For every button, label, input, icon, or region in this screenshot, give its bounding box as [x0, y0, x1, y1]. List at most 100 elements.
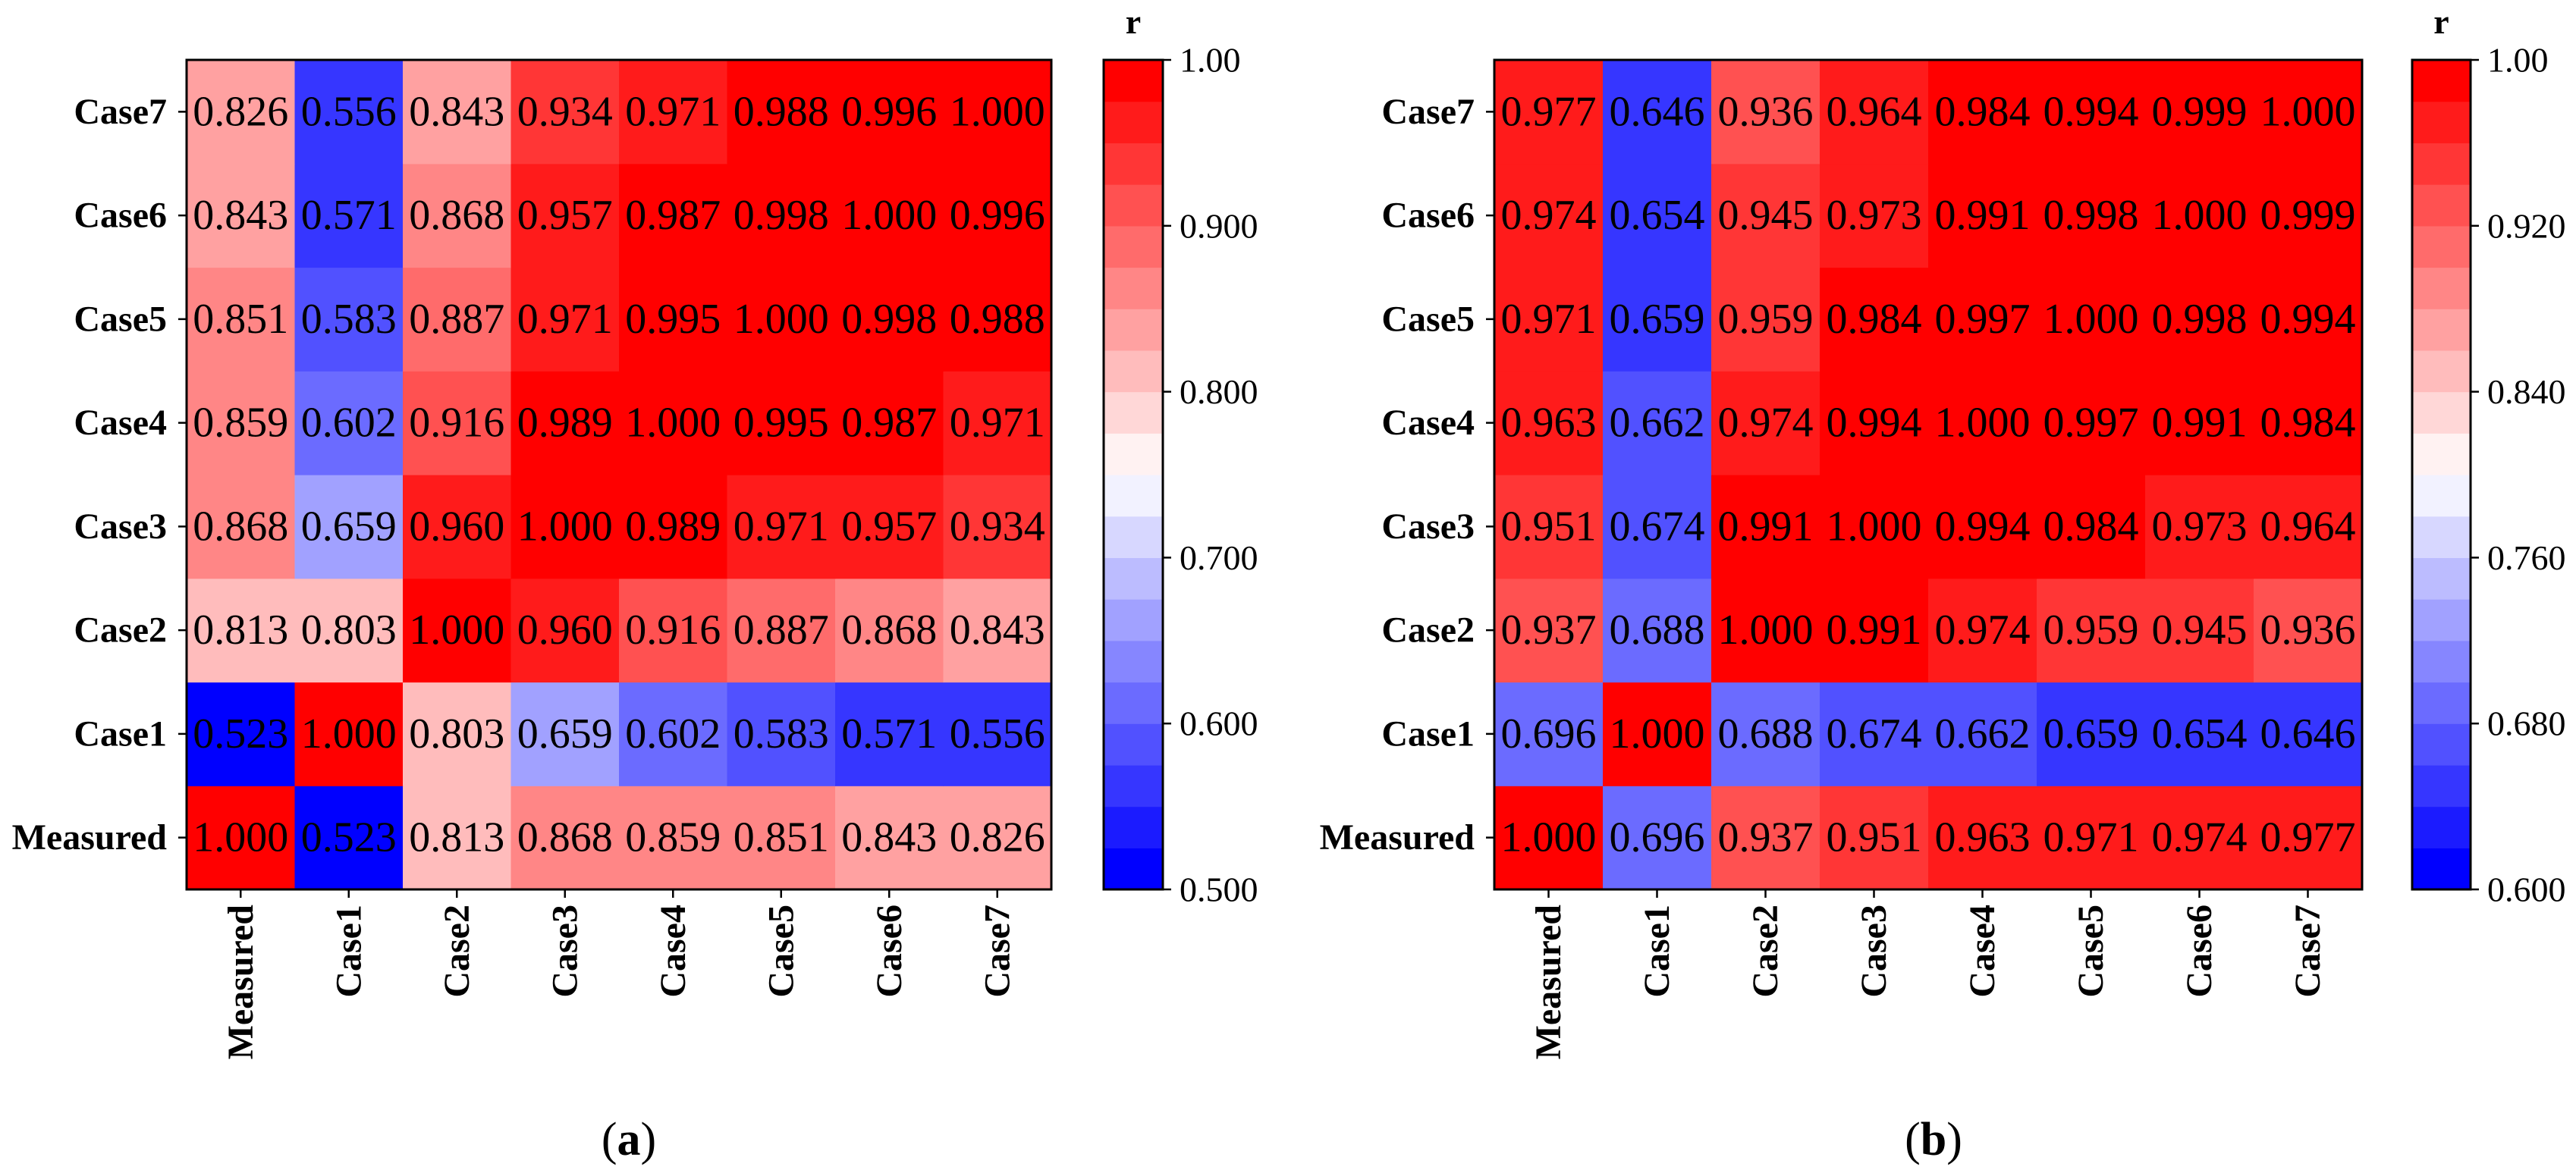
heatmap-cell-value: 0.971	[950, 400, 1045, 447]
x-axis: Measured Case1 Case2 Case3 Case4 Case5 Case6 Ca…	[221, 889, 1017, 1059]
heatmap-cell	[835, 786, 944, 890]
heatmap-cell	[943, 371, 1052, 475]
heatmap-cell	[619, 163, 728, 268]
heatmap-cell-value: 0.936	[1718, 88, 1814, 135]
heatmap-cell	[187, 682, 296, 786]
caption-letter: b	[1921, 1114, 1946, 1165]
caption-paren-close: )	[1946, 1114, 1962, 1165]
heatmap-cell	[1820, 60, 1929, 165]
heatmap-cell	[403, 682, 512, 786]
heatmap-cell	[403, 60, 512, 165]
heatmap-cell	[1820, 371, 1929, 475]
heatmap-cell-value: 0.996	[950, 192, 1045, 239]
colorbar-band	[1104, 143, 1163, 185]
heatmap-cell-value: 0.998	[2152, 296, 2248, 343]
heatmap-cell-value: 0.859	[193, 400, 288, 447]
heatmap-cell-value: 0.997	[1935, 296, 2031, 343]
heatmap-cell	[187, 578, 296, 683]
colorbar-band	[1104, 557, 1163, 600]
heatmap-cell-value: 0.868	[409, 192, 504, 239]
panel-caption: (b)	[1905, 1114, 1962, 1165]
heatmap-cell	[1711, 475, 1820, 579]
heatmap-cell-value: 1.000	[1827, 503, 1922, 550]
heatmap-cell-value: 0.957	[841, 503, 937, 550]
heatmap-cell-value: 0.960	[409, 503, 504, 550]
heatmap-cell	[727, 682, 836, 786]
heatmap-cell-value: 1.000	[1718, 607, 1814, 654]
heatmap-cell	[1928, 60, 2037, 165]
heatmap-cell	[187, 163, 296, 268]
colorbar-band	[1104, 723, 1163, 766]
heatmap-cell-value: 0.995	[734, 400, 829, 447]
heatmap-cell	[403, 578, 512, 683]
heatmap-cell	[294, 371, 404, 475]
heatmap-cell-value: 0.989	[517, 400, 613, 447]
x-tick-label: Case1	[328, 905, 369, 998]
heatmap-cell-value: 0.971	[734, 503, 829, 550]
heatmap-cell	[1820, 786, 1929, 890]
heatmap-cell-value: 0.960	[517, 607, 613, 654]
heatmap-cell-value: 0.998	[734, 192, 829, 239]
heatmap-cell-value: 0.991	[1827, 607, 1922, 654]
heatmap-cell-value: 0.991	[1935, 192, 2031, 239]
heatmap-cell-value: 0.994	[1935, 503, 2031, 550]
heatmap-cell	[510, 371, 620, 475]
colorbar-tick-label: 0.900	[1180, 206, 1258, 245]
heatmap-cell	[835, 578, 944, 683]
heatmap-cell-value: 0.974	[2152, 814, 2248, 861]
heatmap-cell-value: 0.659	[301, 503, 397, 550]
heatmap-cell-value: 0.887	[734, 607, 829, 654]
heatmap-cell	[403, 475, 512, 579]
colorbar-band	[1104, 225, 1163, 268]
colorbar-band	[1104, 309, 1163, 351]
colorbar-band	[1104, 391, 1163, 434]
heatmap-cell-value: 0.659	[1610, 296, 1705, 343]
x-tick-label: Case7	[977, 905, 1017, 998]
y-axis: Measured Case1 Case2 Case3 Case4 Case5 Case6 Ca…	[12, 92, 187, 858]
heatmap-cell	[1928, 267, 2037, 372]
heatmap-cell	[1494, 371, 1604, 475]
heatmap-cell	[727, 578, 836, 683]
heatmap-cell	[294, 475, 404, 579]
heatmap-cell	[619, 371, 728, 475]
colorbar-tick-label: 0.500	[1180, 870, 1258, 909]
colorbar-band	[2412, 475, 2471, 517]
heatmap-cell-value: 0.662	[1610, 400, 1705, 447]
heatmap-cell-value: 0.813	[193, 607, 288, 654]
heatmap-cell	[1928, 578, 2037, 683]
colorbar-band	[2412, 184, 2471, 227]
heatmap-cell	[510, 786, 620, 890]
heatmap-cell-value: 0.803	[409, 710, 504, 757]
heatmap-cell	[294, 163, 404, 268]
heatmap-cell	[294, 267, 404, 372]
heatmap-cell-value: 0.674	[1610, 503, 1705, 550]
heatmap-cell-value: 1.000	[1501, 814, 1597, 861]
heatmap-cell	[294, 60, 404, 165]
heatmap-cell-value: 0.984	[2044, 503, 2139, 550]
heatmap-cell-value: 0.916	[625, 607, 721, 654]
heatmap-cell	[2254, 371, 2363, 475]
colorbar-band	[2412, 391, 2471, 434]
heatmap-cell-value: 0.959	[1718, 296, 1814, 343]
heatmap-cell-value: 0.988	[734, 88, 829, 135]
heatmap-cell	[510, 267, 620, 372]
heatmap-cell-value: 1.000	[517, 503, 613, 550]
heatmap-cell-value: 0.971	[625, 88, 721, 135]
y-tick-label: Case3	[74, 507, 167, 547]
heatmap-cell-value: 0.696	[1610, 814, 1705, 861]
heatmap-cell	[1603, 267, 1712, 372]
y-tick-label: Case1	[1381, 714, 1475, 754]
y-tick-label: Case7	[1381, 92, 1475, 132]
caption-paren-open: (	[1905, 1114, 1921, 1165]
heatmap-cell-value: 0.973	[1827, 192, 1922, 239]
colorbar-title: r	[1126, 2, 1141, 41]
heatmap-cell-value: 0.959	[2044, 607, 2139, 654]
colorbar-band	[2412, 682, 2471, 724]
heatmap-cell	[294, 578, 404, 683]
x-tick-label: Case1	[1637, 905, 1677, 998]
colorbar-band	[1104, 764, 1163, 808]
colorbar-band	[2412, 806, 2471, 848]
heatmap-cell	[510, 60, 620, 165]
colorbar-band	[2412, 350, 2471, 393]
heatmap-cell	[1711, 267, 1820, 372]
